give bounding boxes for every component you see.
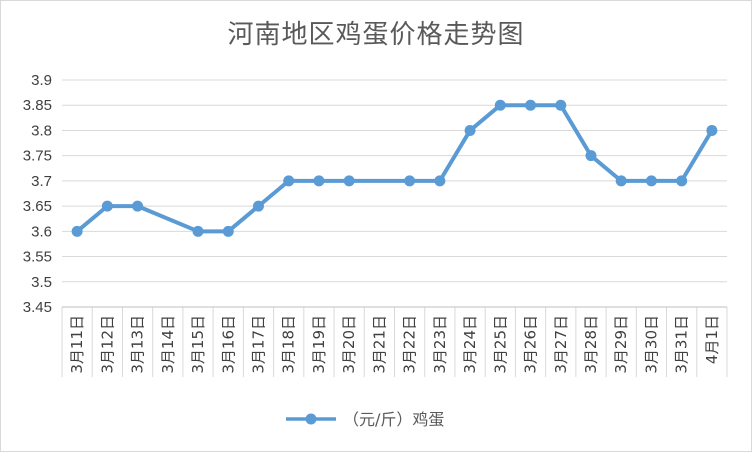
y-tick-label: 3.75: [23, 148, 52, 165]
data-point: [464, 124, 476, 136]
data-point: [676, 175, 688, 187]
x-tick-label: 3月21日: [370, 315, 388, 374]
x-tick-label: 3月23日: [431, 315, 449, 374]
x-tick-label: 3月28日: [582, 315, 600, 374]
x-tick-label: 3月20日: [340, 315, 358, 374]
data-point: [585, 150, 597, 162]
chart-legend: （元/斤）鸡蛋: [286, 410, 444, 429]
chart-title: 河南地区鸡蛋价格走势图: [227, 20, 525, 50]
x-tick-label: 3月19日: [310, 315, 328, 374]
data-point: [222, 225, 234, 237]
data-point: [615, 175, 627, 187]
x-tick-label: 3月17日: [249, 315, 267, 374]
x-tick-label: 3月16日: [219, 315, 237, 374]
x-tick-label: 3月12日: [98, 315, 116, 374]
data-point: [252, 200, 264, 212]
x-tick-label: 3月22日: [401, 315, 419, 374]
data-point: [525, 99, 537, 111]
x-tick-label: 3月15日: [189, 315, 207, 374]
y-tick-label: 3.9: [31, 72, 52, 89]
x-tick-label: 3月29日: [612, 315, 630, 374]
data-point: [645, 175, 657, 187]
data-point: [343, 175, 355, 187]
data-point: [404, 175, 416, 187]
data-point: [706, 124, 718, 136]
x-tick-label: 3月13日: [129, 315, 147, 374]
y-tick-label: 3.6: [31, 223, 52, 240]
data-point: [71, 225, 83, 237]
data-point: [494, 99, 506, 111]
data-point: [192, 225, 204, 237]
legend-point-marker: [305, 413, 317, 425]
x-tick-label: 4月1日: [703, 315, 721, 364]
x-tick-label: 3月27日: [552, 315, 570, 374]
y-tick-label: 3.65: [23, 198, 52, 215]
y-tick-label: 3.5: [31, 274, 52, 291]
data-point: [555, 99, 567, 111]
data-point: [101, 200, 113, 212]
y-tick-label: 3.45: [23, 299, 52, 316]
x-tick-label: 3月14日: [159, 315, 177, 374]
y-tick-label: 3.8: [31, 122, 52, 139]
legend-label: （元/斤）鸡蛋: [343, 410, 444, 429]
x-tick-label: 3月11日: [68, 315, 86, 374]
x-tick-label: 3月25日: [491, 315, 509, 374]
data-point: [313, 175, 325, 187]
series-line: [75, 103, 714, 234]
data-point: [434, 175, 446, 187]
y-tick-label: 3.85: [23, 97, 52, 114]
y-tick-label: 3.55: [23, 249, 52, 266]
y-tick-label: 3.7: [31, 173, 52, 190]
data-point: [132, 200, 144, 212]
x-tick-label: 3月26日: [522, 315, 540, 374]
data-point: [283, 175, 295, 187]
x-tick-label: 3月18日: [280, 315, 298, 374]
x-tick-label: 3月31日: [673, 315, 691, 374]
x-tick-label: 3月24日: [461, 315, 479, 374]
x-tick-label: 3月30日: [642, 315, 660, 374]
